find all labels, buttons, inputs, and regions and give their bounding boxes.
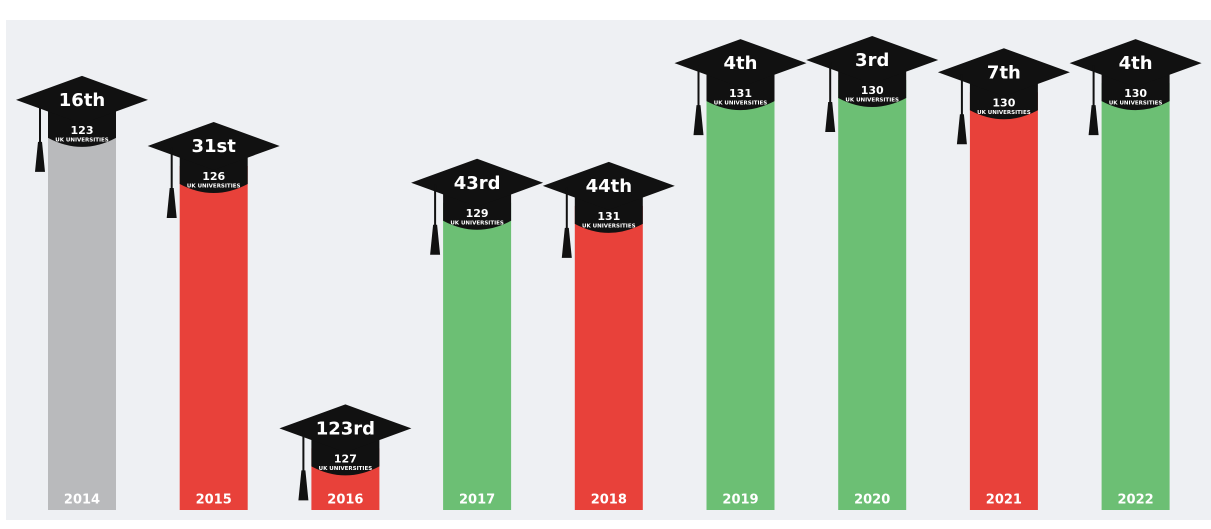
year-label: 2019 — [722, 493, 758, 508]
cap-board — [16, 75, 148, 124]
total-label: 129 — [466, 207, 489, 220]
rank-label: 4th — [724, 53, 758, 74]
total-label: 130 — [861, 84, 884, 97]
year-label: 2016 — [327, 493, 363, 508]
tassel — [430, 224, 441, 255]
cap-board — [806, 36, 939, 84]
rank-label: 16th — [59, 90, 105, 111]
rank-label: 123rd — [316, 418, 375, 439]
rank-label: 4th — [1119, 53, 1153, 74]
rank-label: 31st — [192, 136, 237, 157]
total-caption: UK UNIVERSITIES — [55, 137, 109, 143]
cap-board — [937, 48, 1070, 97]
rank-label: 44th — [586, 176, 632, 197]
cap-board — [279, 404, 412, 453]
cap-board — [542, 161, 675, 210]
total-label: 130 — [1124, 87, 1147, 100]
bar — [179, 165, 248, 510]
tassel — [35, 141, 45, 172]
total-caption: UK UNIVERSITIES — [187, 183, 241, 189]
total-caption: UK UNIVERSITIES — [977, 110, 1031, 116]
year-label: 2020 — [854, 493, 890, 508]
total-caption: UK UNIVERSITIES — [450, 220, 504, 226]
tassel — [298, 470, 309, 501]
year-label: 2018 — [591, 493, 627, 508]
total-label: 131 — [729, 87, 752, 100]
total-caption: UK UNIVERSITIES — [714, 101, 768, 107]
bar — [969, 92, 1038, 510]
tassel — [825, 102, 836, 132]
total-caption: UK UNIVERSITIES — [845, 98, 899, 104]
rank-label: 7th — [987, 62, 1021, 83]
tassel — [561, 227, 572, 258]
year-label: 2022 — [1118, 493, 1154, 508]
bar — [1101, 83, 1170, 510]
year-label: 2021 — [986, 493, 1022, 508]
total-caption: UK UNIVERSITIES — [582, 223, 636, 229]
total-label: 130 — [992, 96, 1015, 109]
bar — [48, 119, 116, 510]
total-label: 126 — [202, 170, 225, 183]
total-label: 127 — [334, 452, 357, 465]
year-label: 2017 — [459, 493, 495, 508]
year-label: 2014 — [64, 493, 100, 508]
tassel — [693, 105, 704, 136]
total-label: 123 — [71, 124, 94, 137]
cap-board — [1069, 39, 1202, 88]
total-caption: UK UNIVERSITIES — [319, 466, 373, 472]
total-caption: UK UNIVERSITIES — [1109, 101, 1163, 107]
rank-label: 3rd — [855, 50, 889, 71]
cap-board — [147, 121, 280, 170]
tassel — [1088, 105, 1099, 136]
bar — [838, 80, 907, 510]
cap-board — [674, 39, 807, 88]
bar — [706, 83, 775, 510]
bar — [574, 205, 643, 510]
tassel — [956, 114, 967, 145]
bar — [443, 202, 512, 511]
rank-label: 43rd — [454, 173, 501, 194]
total-label: 131 — [597, 210, 620, 223]
tassel — [166, 187, 177, 218]
year-label: 2015 — [196, 493, 232, 508]
cap-board — [411, 158, 544, 207]
